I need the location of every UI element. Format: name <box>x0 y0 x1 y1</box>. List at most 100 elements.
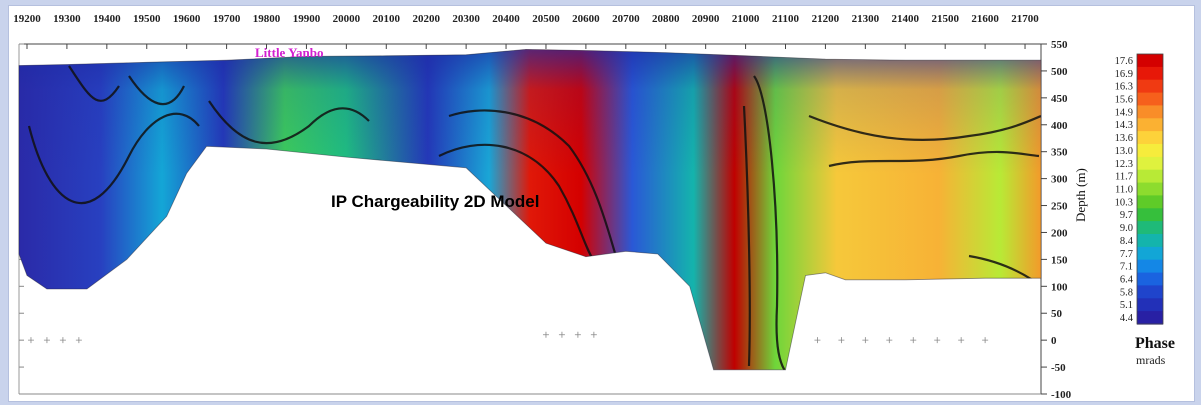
colorbar-label: 16.9 <box>1115 69 1133 80</box>
y-tick-label: -50 <box>1051 362 1066 374</box>
colorbar-swatch <box>1137 195 1163 209</box>
colorbar-label: 12.3 <box>1115 159 1133 170</box>
contour-line <box>828 150 1040 168</box>
station-marker <box>886 337 893 344</box>
x-tick-label: 21300 <box>852 13 880 25</box>
x-tick-label: 20600 <box>572 13 600 25</box>
colorbar-swatch <box>1137 131 1163 145</box>
station-marker <box>958 337 965 344</box>
model-section <box>18 48 1042 371</box>
station-marker <box>838 337 845 344</box>
x-tick-label: 20100 <box>373 13 401 25</box>
colorbar-label: 13.6 <box>1115 133 1133 144</box>
x-tick-label: 20000 <box>333 13 361 25</box>
colorbar-swatch <box>1137 259 1163 274</box>
colorbar-label: 13.0 <box>1115 146 1133 157</box>
y-tick-label: 350 <box>1051 147 1068 159</box>
x-tick-label: 21000 <box>732 13 760 25</box>
y-tick-label: 500 <box>1051 66 1068 78</box>
contour-line <box>448 109 621 267</box>
x-tick-label: 20900 <box>692 13 720 25</box>
colorbar-label: 14.3 <box>1115 120 1133 131</box>
colorbar-border <box>1136 53 1164 325</box>
station-marker <box>75 337 82 344</box>
colorbar-swatch <box>1137 92 1163 107</box>
x-tick-label: 19400 <box>93 13 121 25</box>
contour-line <box>742 105 751 367</box>
colorbar-unit: mrads <box>1136 353 1166 367</box>
contour-line <box>68 65 120 102</box>
y-tick-label: -100 <box>1051 389 1072 401</box>
y-tick-label: 150 <box>1051 254 1068 266</box>
station-marker <box>542 331 549 338</box>
colorbar-label: 9.7 <box>1120 210 1133 221</box>
contour-line <box>27 112 200 205</box>
contour-line <box>128 75 185 106</box>
y-tick-label: 300 <box>1051 174 1068 186</box>
colorbar-swatch <box>1137 311 1163 325</box>
y-axis-label: Depth (m) <box>1073 168 1088 222</box>
x-tick-label: 19600 <box>173 13 201 25</box>
x-tick-label: 21200 <box>812 13 840 25</box>
chart-title: IP Chargeability 2D Model <box>331 192 540 211</box>
x-tick-label: 19500 <box>133 13 161 25</box>
colorbar-swatch <box>1137 79 1163 94</box>
colorbar-swatch <box>1137 105 1163 119</box>
colorbar-label: 11.0 <box>1115 185 1133 196</box>
colorbar-label: 6.4 <box>1120 275 1134 286</box>
y-tick-label: 0 <box>1051 335 1057 347</box>
colorbar-swatch <box>1137 246 1163 261</box>
colorbar-label: 10.3 <box>1115 197 1133 208</box>
colorbar-label: 5.8 <box>1120 287 1133 298</box>
colorbar-swatch <box>1137 169 1163 184</box>
x-tick-label: 19700 <box>213 13 241 25</box>
colorbar-label: 11.7 <box>1115 172 1133 183</box>
y-tick-label: 50 <box>1051 308 1063 320</box>
colorbar-label: 15.6 <box>1115 95 1133 106</box>
contour-line <box>208 100 370 145</box>
colorbar-label: 7.7 <box>1120 249 1133 260</box>
station-marker <box>934 337 941 344</box>
colorbar-swatch <box>1137 182 1163 197</box>
x-tick-label: 20200 <box>412 13 440 25</box>
y-tick-label: 550 <box>1051 39 1068 51</box>
contour-line <box>808 114 1041 141</box>
x-tick-label: 20800 <box>652 13 680 25</box>
station-marker <box>862 337 869 344</box>
x-tick-label: 21500 <box>931 13 959 25</box>
x-tick-label: 19800 <box>253 13 281 25</box>
colorbar-swatch <box>1137 208 1163 222</box>
colorbar-swatch <box>1137 118 1163 132</box>
colorbar-label: 7.1 <box>1120 262 1133 273</box>
x-tick-label: 20500 <box>532 13 560 25</box>
station-marker <box>982 337 989 344</box>
colorbar-swatch <box>1137 298 1163 312</box>
colorbar-label: 17.6 <box>1115 56 1133 67</box>
x-tick-label: 21100 <box>772 13 799 25</box>
axes: 19200 19300 19400 19500 19600 19700 19800 19900… <box>13 13 1071 401</box>
colorbar-label: 8.4 <box>1120 236 1134 247</box>
x-tick-label: 20700 <box>612 13 640 25</box>
station-marker <box>558 331 565 338</box>
station-marker <box>43 337 50 344</box>
x-tick-label: 19900 <box>293 13 321 25</box>
y-tick-label: 400 <box>1051 120 1068 132</box>
colorbar-label: 16.3 <box>1115 82 1133 93</box>
colorbar-swatch <box>1137 285 1163 299</box>
contour-line <box>438 143 595 262</box>
station-marker <box>910 337 917 344</box>
station-marker <box>27 337 34 344</box>
x-tick-label: 21600 <box>971 13 999 25</box>
colorbar: 17.6 16.9 16.3 15.614.9 14.3 13.6 13.0 12.3 11.7… <box>1115 53 1164 325</box>
colorbar-title: Phase <box>1135 335 1175 352</box>
x-tick-label: 19200 <box>13 13 41 25</box>
model-outline <box>18 48 1042 371</box>
colorbar-label: 9.0 <box>1120 223 1133 234</box>
model-body <box>19 49 1041 370</box>
place-annotation: Little Yanbo <box>255 45 324 60</box>
y-tick-label: 200 <box>1051 227 1068 239</box>
x-tick-label: 20300 <box>452 13 480 25</box>
colorbar-swatch <box>1137 221 1163 235</box>
station-marker <box>574 331 581 338</box>
contour-line <box>753 75 790 370</box>
